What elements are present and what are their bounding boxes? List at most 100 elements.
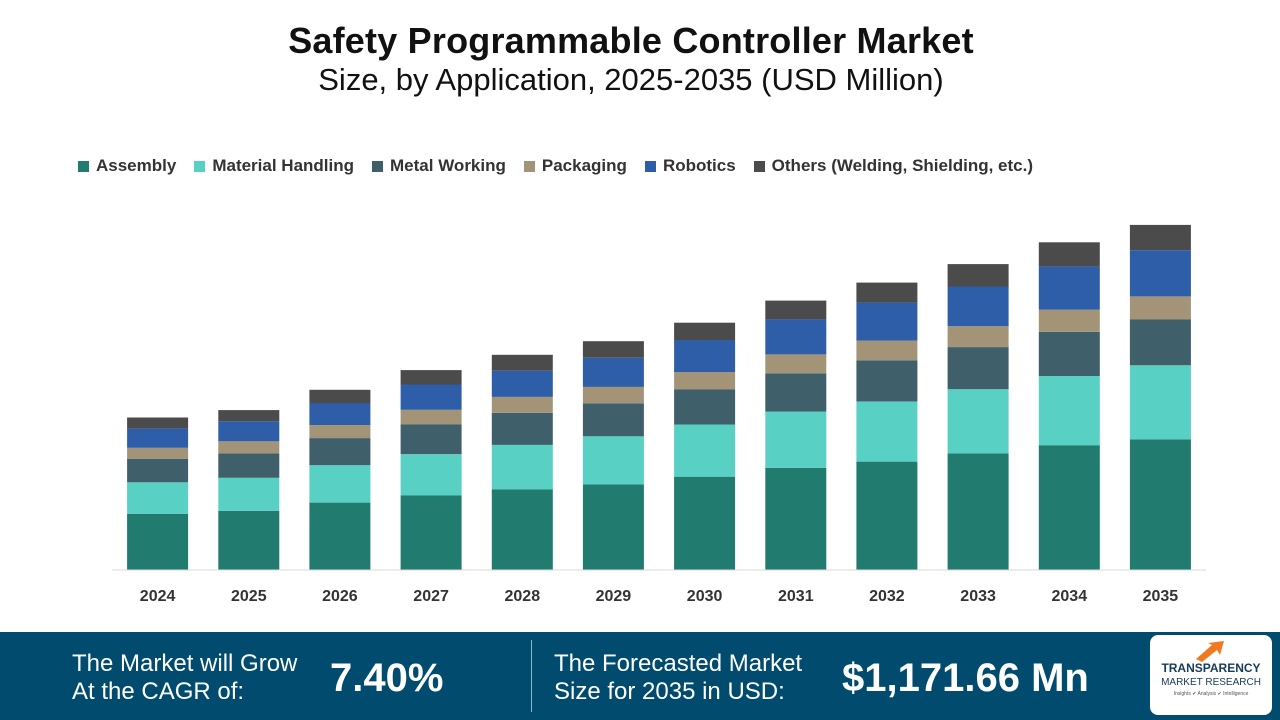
bar-segment-2032-packaging [856,340,918,361]
legend-label-packaging: Packaging [541,156,627,175]
bar-segment-2031-metal [765,373,827,412]
bar-group [127,224,1191,570]
bar-segment-2035-robotics [1129,250,1191,297]
bar-segment-2025-packaging [218,441,280,454]
bar-segment-2035-assembly [1129,439,1191,570]
logo-arrow-icon [1196,641,1224,662]
forecast-label: The Forecasted Market Size for 2035 in U… [554,650,802,706]
bar-segment-2024-packaging [127,447,189,459]
x-tick-labels: 2024 2025 2026 2027 2028 2029 2030 2031 2032 2033… [140,588,1178,605]
bar-segment-2026-metal [309,438,371,466]
bar-segment-2033-assembly [947,453,1009,570]
chart-title: Safety Programmable Controller Market [288,20,974,61]
legend-item-metal-working: Metal Working [372,156,506,176]
legend-item-assembly: Assembly [78,156,176,176]
bar-segment-2025-robotics [218,421,280,442]
x-tick-label-2027: 2027 [413,588,449,605]
bar-segment-2026-robotics [309,403,371,426]
bar-segment-2032-others [856,282,918,303]
bar-segment-2030-others [674,322,736,341]
bar-segment-2030-assembly [674,476,736,570]
bar-segment-2026-others [309,389,371,404]
logo-name-line1: TRANSPARENCY [1161,661,1261,675]
forecast-label-line2: Size for 2035 in USD: [554,678,785,705]
x-tick-label-2032: 2032 [869,588,905,605]
stacked-bar-chart: 2024 2025 2026 2027 2028 2029 2030 2031 2032 2033… [112,224,1206,605]
bar-segment-2025-material [218,477,280,511]
chart-legend: Assembly Material Handling Metal Working… [78,156,1051,176]
bar-segment-2024-metal [127,458,189,483]
bar-segment-2033-robotics [947,286,1009,327]
x-tick-label-2029: 2029 [596,588,632,605]
x-tick-label-2035: 2035 [1143,588,1179,605]
bar-segment-2031-others [765,300,827,320]
x-tick-label-2026: 2026 [322,588,358,605]
legend-item-others: Others (Welding, Shielding, etc.) [753,156,1033,176]
bar-segment-2034-packaging [1038,309,1100,332]
x-tick-label-2033: 2033 [960,588,996,605]
bar-segment-2026-packaging [309,425,371,439]
bar-segment-2024-material [127,482,189,514]
bar-segment-2029-metal [582,403,644,437]
company-logo: TRANSPARENCY MARKET RESEARCH Insights ✔ … [1150,635,1272,715]
chart-subtitle: Size, by Application, 2025-2035 (USD Mil… [318,62,944,97]
bar-segment-2033-metal [947,347,1009,390]
forecast-value: $1,171.66 Mn [842,656,1089,700]
bar-segment-2028-others [491,354,553,371]
logo-name-line2: MARKET RESEARCH [1161,677,1261,688]
x-tick-label-2030: 2030 [687,588,723,605]
bar-segment-2035-packaging [1129,296,1191,320]
legend-label-material-handling: Material Handling [212,156,355,175]
x-tick-label-2031: 2031 [778,588,814,605]
bar-segment-2035-material [1129,365,1191,440]
bar-segment-2032-metal [856,360,918,402]
bar-segment-2026-material [309,465,371,503]
legend-swatch-others [753,160,765,172]
bar-segment-2027-assembly [400,495,462,570]
footer-banner: The Market will Grow At the CAGR of: 7.4… [0,632,1280,720]
bar-segment-2028-metal [491,412,553,445]
bar-segment-2027-material [400,454,462,496]
logo-tagline: Insights ✔ Analysis ✔ Intelligence [1173,691,1249,697]
legend-item-packaging: Packaging [523,156,627,176]
bar-segment-2033-others [947,264,1009,287]
bar-segment-2034-material [1038,376,1100,446]
x-tick-label-2025: 2025 [231,588,267,605]
legend-label-metal-working: Metal Working [390,156,506,175]
bar-segment-2034-others [1038,242,1100,267]
bar-segment-2024-others [127,417,189,429]
legend-swatch-robotics [644,160,656,172]
bar-segment-2028-material [491,444,553,490]
x-tick-label-2034: 2034 [1052,588,1088,605]
bar-segment-2030-material [674,424,736,477]
bar-segment-2025-others [218,410,280,422]
bar-segment-2031-packaging [765,354,827,374]
bar-segment-2026-assembly [309,502,371,570]
bar-segment-2024-robotics [127,428,189,448]
bar-segment-2035-others [1129,224,1191,251]
bar-segment-2034-metal [1038,331,1100,376]
bar-segment-2032-material [856,401,918,462]
bar-segment-2025-assembly [218,510,280,570]
bar-segment-2027-others [400,370,462,385]
legend-label-assembly: Assembly [96,156,177,175]
legend-label-others: Others (Welding, Shielding, etc.) [771,156,1033,175]
legend-swatch-packaging [523,160,535,172]
legend-swatch-assembly [78,160,89,172]
bar-segment-2029-packaging [582,386,644,404]
bar-segment-2027-metal [400,424,462,455]
bar-segment-2030-metal [674,389,736,425]
bar-segment-2034-assembly [1038,445,1100,570]
bar-segment-2033-packaging [947,326,1009,348]
cagr-label-line2: At the CAGR of: [72,678,245,705]
bar-segment-2027-packaging [400,409,462,425]
bar-segment-2029-robotics [582,357,644,387]
legend-label-robotics: Robotics [662,156,736,175]
bar-segment-2033-material [947,389,1009,454]
bar-segment-2032-robotics [856,302,918,341]
bar-segment-2031-robotics [765,319,827,355]
x-tick-label-2024: 2024 [140,588,176,605]
x-tick-label-2028: 2028 [505,588,541,605]
legend-swatch-material-handling [194,160,206,172]
bar-segment-2032-assembly [856,461,918,570]
